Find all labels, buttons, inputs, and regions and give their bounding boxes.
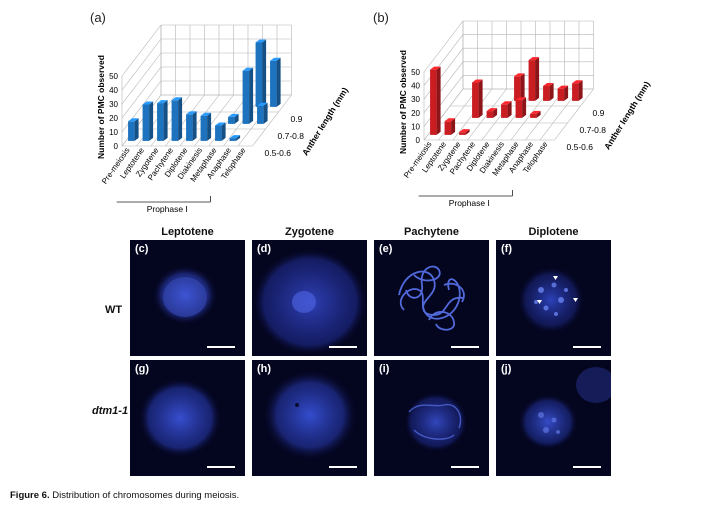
chromosome-image — [138, 378, 222, 458]
scale-bar — [573, 466, 601, 468]
panel-label-d: (d) — [257, 243, 272, 255]
figure-caption: Figure 6. Distribution of chromosomes du… — [10, 490, 239, 501]
chromosome-image — [252, 248, 367, 356]
y-tick-label: 30 — [411, 95, 420, 104]
micrograph-h: (h) — [252, 360, 367, 476]
micrograph-f: (f) — [496, 240, 611, 356]
y-axis-label: Number of PMC observed — [398, 50, 408, 154]
panel-label-b: (b) — [373, 10, 389, 25]
bar — [228, 113, 239, 124]
group-label: Prophase I — [449, 198, 490, 208]
z-axis-label: Anther length (mm) — [300, 85, 350, 157]
chromosome-image — [262, 369, 358, 461]
y-tick-label: 20 — [411, 109, 420, 118]
bar — [459, 129, 470, 135]
micrograph-d: (d) — [252, 240, 367, 356]
y-tick-label: 30 — [109, 100, 118, 109]
scale-bar — [573, 346, 601, 348]
y-tick-label: 20 — [109, 114, 118, 123]
bar — [257, 102, 268, 124]
y-tick-label: 0 — [114, 142, 119, 151]
bar — [270, 57, 281, 107]
panel-label-c: (c) — [135, 243, 149, 255]
bar — [186, 111, 197, 141]
micrograph-i: (i) — [374, 360, 489, 476]
bar — [255, 39, 267, 107]
group-label: Prophase I — [147, 204, 188, 214]
bar — [157, 100, 168, 141]
bar — [515, 97, 527, 118]
y-axis-label: Number of PMC observed — [96, 55, 106, 159]
series-label: 0.5-0.6 — [265, 148, 292, 158]
micrograph-j: (j) — [496, 360, 611, 476]
bar — [486, 108, 498, 118]
series-label: 0.9 — [291, 114, 303, 124]
caption-label: Figure 6. — [10, 490, 50, 501]
panel-label-i: (i) — [379, 363, 390, 375]
y-tick-label: 40 — [109, 86, 118, 95]
col-head-zygotene: Zygotene — [285, 226, 334, 238]
micrograph-g: (g) — [130, 360, 245, 476]
panel-label-g: (g) — [135, 363, 150, 375]
y-tick-label: 50 — [109, 72, 118, 81]
panel-label-e: (e) — [379, 243, 393, 255]
micrograph-c: (c) — [130, 240, 245, 356]
row-head-dtm1: dtm1-1 — [92, 405, 129, 417]
bar — [171, 97, 183, 141]
bar — [528, 57, 540, 101]
bar — [472, 79, 483, 118]
bar — [229, 135, 241, 141]
bar — [444, 118, 456, 135]
prophase-bracket — [418, 190, 513, 197]
series-label: 0.7-0.8 — [278, 131, 305, 141]
chromosome-image — [152, 265, 218, 325]
y-tick-label: 10 — [411, 122, 420, 131]
col-head-diplotene: Diplotene — [528, 226, 579, 238]
scale-bar — [207, 346, 235, 348]
y-tick-label: 0 — [416, 136, 421, 145]
panel-label-a: (a) — [90, 10, 106, 25]
series-label: 0.7-0.8 — [580, 125, 607, 135]
bar — [530, 110, 541, 118]
scale-bar — [207, 466, 235, 468]
z-axis-label: Anther length (mm) — [602, 79, 652, 151]
y-tick-label: 40 — [411, 82, 420, 91]
bar — [128, 118, 139, 141]
bar — [142, 101, 154, 141]
y-tick-label: 10 — [109, 128, 118, 137]
col-head-pachytene: Pachytene — [403, 226, 460, 238]
scale-bar — [451, 346, 479, 348]
col-head-leptotene: Leptotene — [161, 226, 214, 238]
prophase-bracket — [116, 196, 211, 203]
bar — [242, 67, 254, 124]
bar — [557, 85, 569, 101]
bar — [215, 122, 226, 141]
caption-text: Distribution of chromosomes during meios… — [52, 490, 240, 501]
y-tick-label: 50 — [411, 68, 420, 77]
bar — [543, 82, 554, 101]
bar — [514, 73, 525, 101]
panel-label-h: (h) — [257, 363, 272, 375]
bar — [200, 112, 212, 141]
chromosome-image — [398, 265, 465, 331]
panel-label-j: (j) — [501, 363, 512, 375]
panel-label-f: (f) — [501, 243, 512, 255]
series-label: 0.5-0.6 — [567, 142, 594, 152]
chromosome-image — [404, 392, 468, 452]
bar — [501, 101, 512, 118]
bar — [430, 66, 441, 135]
chromosome-image — [518, 367, 611, 450]
row-head-wt: WT — [105, 304, 123, 316]
bar — [572, 80, 583, 101]
scale-bar — [329, 346, 357, 348]
micrograph-e: (e) — [374, 240, 489, 356]
series-label: 0.9 — [593, 108, 605, 118]
scale-bar — [329, 466, 357, 468]
scale-bar — [451, 466, 479, 468]
chromosome-image — [517, 266, 585, 334]
